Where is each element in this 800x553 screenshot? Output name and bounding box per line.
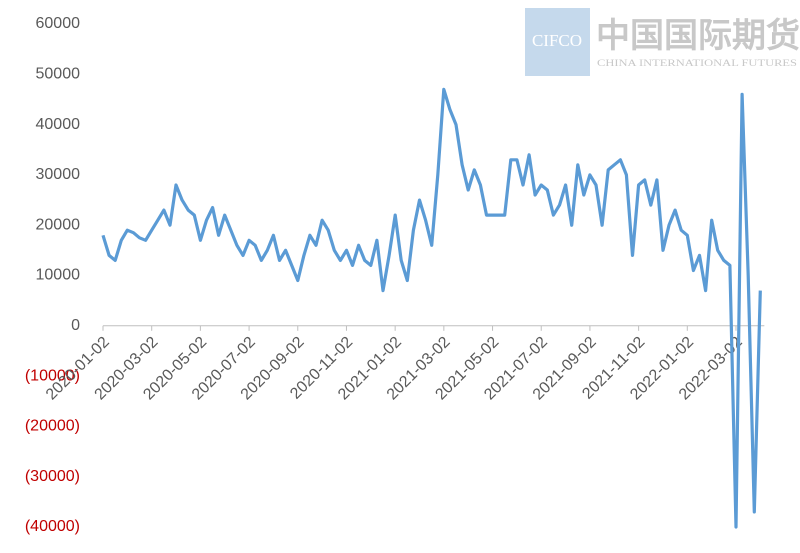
y-tick-label: (40000) [25, 518, 80, 535]
y-tick-label: 50000 [36, 66, 81, 83]
y-tick-label: (30000) [25, 468, 80, 485]
watermark-logo-box [525, 8, 590, 76]
y-tick-label: (20000) [25, 418, 80, 435]
y-tick-label: 10000 [36, 267, 81, 284]
y-tick-label: 40000 [36, 116, 81, 133]
y-tick-label: 20000 [36, 216, 81, 233]
y-tick-label: 0 [71, 317, 80, 334]
watermark-name: 中国国际期货 [596, 17, 800, 55]
watermark-logo: CIFCO [532, 31, 582, 50]
y-tick-label: 60000 [36, 15, 81, 32]
y-tick-label: 30000 [36, 166, 81, 183]
data-line [101, 87, 762, 529]
watermark-subtitle: CHINA INTERNATIONAL FUTURES [597, 58, 797, 68]
y-tick-label: (10000) [25, 367, 80, 384]
